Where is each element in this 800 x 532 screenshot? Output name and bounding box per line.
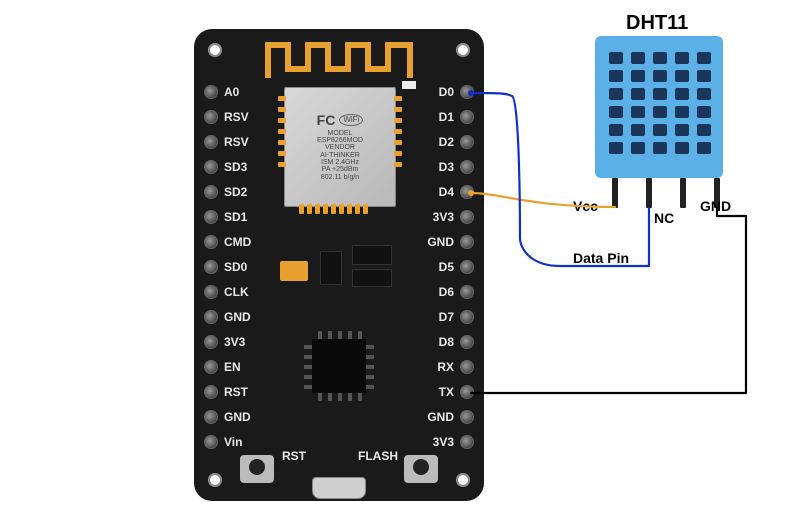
diagram-stage: FC WiFi MODEL ESP8266MOD VENDOR AI-THINK… [0,0,800,532]
wiring-overlay [0,0,800,532]
